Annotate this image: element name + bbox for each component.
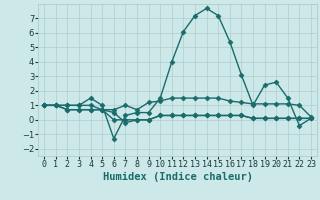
X-axis label: Humidex (Indice chaleur): Humidex (Indice chaleur) [103,172,252,182]
